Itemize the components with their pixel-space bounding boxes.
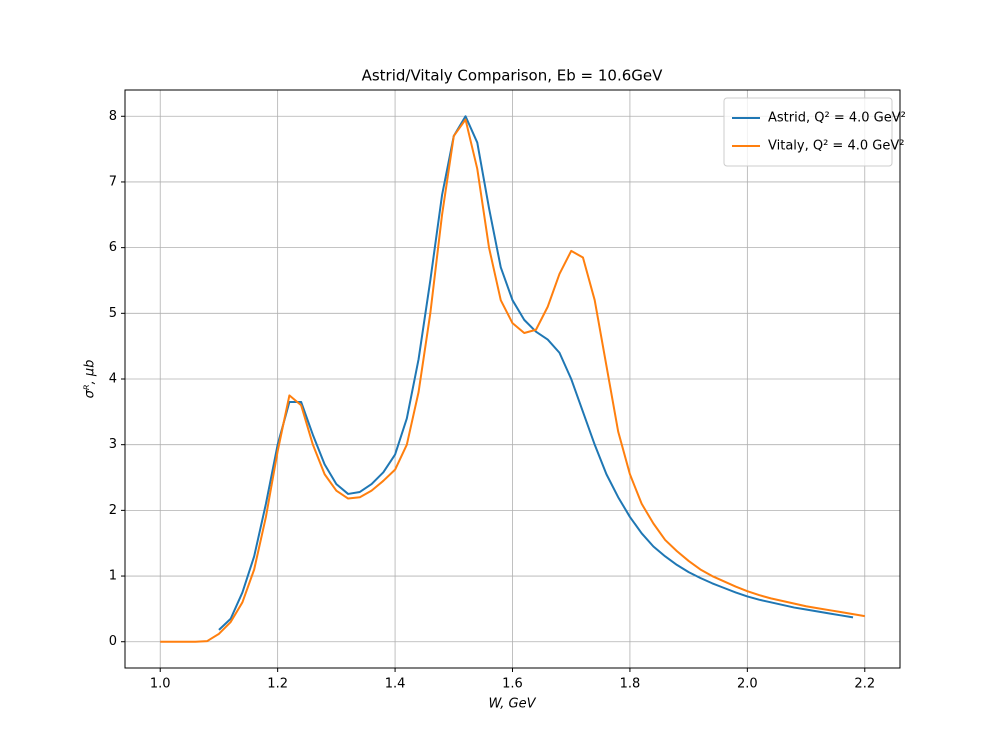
legend-label: Vitaly, Q² = 4.0 GeV² — [768, 139, 904, 154]
legend-label: Astrid, Q² = 4.0 GeV² — [768, 111, 906, 126]
x-tick-label: 2.0 — [737, 677, 758, 692]
chart-title: Astrid/Vitaly Comparison, Eb = 10.6GeV — [362, 67, 664, 85]
data-line — [160, 118, 865, 643]
y-tick-label: 0 — [109, 634, 117, 649]
x-tick-label: 1.6 — [502, 677, 523, 692]
x-tick-label: 1.8 — [620, 677, 641, 692]
y-tick-label: 8 — [109, 109, 117, 124]
y-tick-label: 6 — [109, 240, 117, 255]
x-tick-label: 1.0 — [150, 677, 171, 692]
x-tick-label: 2.2 — [854, 677, 875, 692]
y-tick-label: 5 — [109, 306, 117, 321]
y-axis-label: σᴿ, μb — [83, 360, 98, 399]
y-tick-label: 1 — [109, 569, 117, 584]
x-tick-label: 1.2 — [267, 677, 288, 692]
y-tick-label: 7 — [109, 174, 117, 189]
y-tick-label: 2 — [109, 503, 117, 518]
x-axis-label: W, GeV — [488, 697, 536, 712]
data-line — [218, 115, 854, 631]
legend-box — [723, 97, 893, 167]
axes-frame — [124, 89, 901, 669]
y-tick-label: 4 — [109, 372, 117, 387]
x-tick-label: 1.4 — [385, 677, 406, 692]
y-tick-label: 3 — [109, 437, 117, 452]
